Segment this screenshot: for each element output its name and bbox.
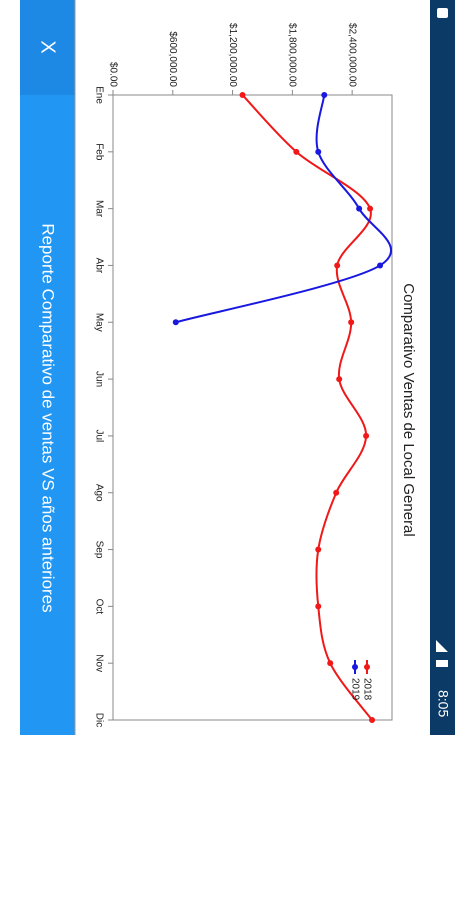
x-tick-label: Dic [93, 713, 104, 727]
data-point [334, 262, 341, 269]
y-tick-label: $2,400,000.00 [347, 23, 358, 87]
legend-dot [352, 664, 358, 670]
status-bar [430, 0, 455, 735]
chart-title: Comparativo Ventas de Local General [400, 283, 417, 536]
data-point [172, 319, 179, 326]
data-point [315, 148, 322, 155]
close-button[interactable] [20, 0, 75, 95]
app-bar [20, 0, 75, 735]
chart: 8:05 X Reporte Comparativo de ventas VS … [20, 0, 455, 735]
data-point [336, 376, 343, 383]
y-tick-label: $1,800,000.00 [287, 23, 298, 87]
y-tick-label: $600,000.00 [167, 31, 178, 87]
x-tick-label: Jul [93, 430, 104, 443]
y-tick-label: $0.00 [107, 62, 118, 87]
data-point [356, 205, 363, 212]
legend-label: 2018 [361, 678, 372, 701]
data-point [293, 148, 300, 155]
data-point [315, 603, 322, 610]
data-point [369, 717, 376, 723]
legend-label: 2019 [349, 678, 360, 701]
x-tick-label: Nov [93, 654, 104, 672]
battery-icon [436, 660, 448, 667]
close-label[interactable]: X [37, 40, 59, 53]
plot-frame [112, 94, 393, 721]
series-line [175, 95, 392, 324]
signal-icon [436, 640, 448, 652]
data-point [239, 92, 246, 98]
data-point [333, 489, 340, 496]
x-tick-label: Oct [93, 599, 104, 615]
data-point [377, 262, 384, 269]
data-point [367, 205, 374, 212]
x-tick-label: Mar [93, 200, 104, 218]
data-point [321, 92, 328, 98]
data-point [315, 546, 322, 553]
x-tick-label: Feb [93, 143, 104, 161]
data-point [363, 432, 370, 439]
x-tick-label: Jun [93, 371, 104, 387]
x-tick-label: Sep [93, 541, 104, 559]
series-line [241, 95, 373, 720]
status-time: 8:05 [435, 690, 451, 717]
status-icon [437, 8, 448, 18]
app-title: Reporte Comparativo de ventas VS años an… [39, 223, 58, 612]
x-tick-label: Ago [93, 484, 104, 502]
y-tick-label: $1,200,000.00 [227, 23, 238, 87]
x-tick-label: Ene [93, 86, 104, 104]
x-tick-label: May [93, 313, 104, 332]
screen: 8:05 X Reporte Comparativo de ventas VS … [20, 0, 455, 735]
legend-dot [364, 664, 370, 670]
data-point [348, 319, 355, 326]
x-tick-label: Abr [93, 258, 104, 274]
data-point [327, 660, 334, 667]
